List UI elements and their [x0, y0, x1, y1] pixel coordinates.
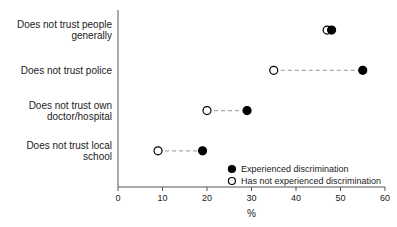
x-axis-label: %	[247, 208, 256, 219]
point	[199, 147, 207, 155]
legend-marker	[228, 166, 235, 173]
x-tick	[296, 187, 297, 191]
legend-item: Experienced discrimination	[228, 164, 348, 174]
y-tick-label-line: Does not trust own	[29, 100, 112, 111]
x-tick-label: 40	[291, 193, 301, 203]
point	[270, 66, 278, 74]
x-axis: 0 10 20 30 40 50 60%	[115, 10, 390, 219]
x-tick	[340, 187, 341, 191]
legend-item: Has not experienced discrimination	[228, 176, 381, 186]
x-tick-label: 50	[335, 193, 345, 203]
x-tick	[162, 187, 163, 191]
chart-container: 0 10 20 30 40 50 60% Does not trust localschool…	[0, 0, 397, 227]
x-tick	[207, 187, 208, 191]
y-tick-label: Does not trust localschool	[26, 140, 112, 162]
point	[243, 107, 251, 115]
connector	[158, 150, 203, 151]
chart-svg: 0 10 20 30 40 50 60% Does not trust localschool…	[0, 0, 397, 227]
y-axis-line	[118, 10, 119, 187]
point	[154, 147, 162, 155]
y-tick-label: Does not trust police	[21, 65, 113, 76]
y-tick-label: Does not trust owndoctor/hospital	[29, 100, 112, 122]
point	[359, 66, 367, 74]
point	[203, 107, 211, 115]
x-tick-label: 20	[202, 193, 212, 203]
x-tick-label: 60	[380, 193, 390, 203]
y-tick-label: Does not trust peoplegenerally	[17, 19, 112, 41]
plot-area	[154, 26, 367, 155]
x-tick-label: 0	[115, 193, 120, 203]
x-tick-label: 10	[157, 193, 167, 203]
y-tick-label-line: school	[83, 151, 112, 162]
y-tick-label-line: Does not trust people	[17, 19, 112, 30]
y-tick-label-line: doctor/hospital	[47, 111, 112, 122]
y-tick-label-line: generally	[71, 30, 112, 41]
x-axis-line	[118, 187, 385, 188]
connector	[274, 70, 363, 71]
legend-marker	[228, 178, 235, 185]
legend-label: Has not experienced discrimination	[241, 176, 381, 186]
legend: Experienced discrimination Has not experi…	[228, 164, 381, 186]
x-tick	[118, 187, 119, 191]
x-tick-label: 30	[246, 193, 256, 203]
y-axis: Does not trust localschoolDoes not trust…	[17, 19, 112, 162]
point	[328, 26, 336, 34]
x-tick	[385, 187, 386, 191]
connector	[207, 110, 247, 111]
legend-label: Experienced discrimination	[241, 164, 349, 174]
y-tick-label-line: Does not trust local	[26, 140, 112, 151]
x-tick	[251, 187, 252, 191]
y-tick-label-line: Does not trust police	[21, 65, 113, 76]
